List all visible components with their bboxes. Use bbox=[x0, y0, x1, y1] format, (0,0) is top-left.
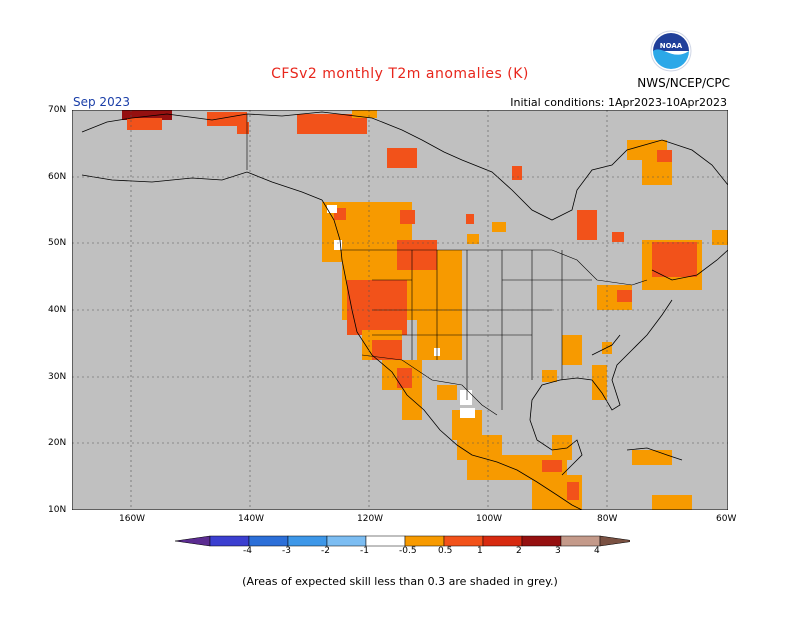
colorbar-cell bbox=[287, 535, 328, 547]
skill-footnote: (Areas of expected skill less than 0.3 a… bbox=[242, 575, 558, 588]
logo: NOAA bbox=[650, 30, 692, 72]
coastlines bbox=[81, 111, 728, 510]
anomaly-map bbox=[72, 110, 728, 510]
colorbar-cell bbox=[560, 535, 601, 547]
logo-text: NOAA bbox=[660, 42, 683, 50]
lat-label: 40N bbox=[48, 305, 67, 315]
colorbar-cell bbox=[599, 535, 630, 547]
colorbar-label: -0.5 bbox=[399, 546, 417, 556]
lon-label: 120W bbox=[357, 514, 384, 524]
colorbar-cell bbox=[365, 535, 406, 547]
colorbar-label: 3 bbox=[555, 546, 561, 556]
colorbar-label: -1 bbox=[360, 546, 369, 556]
colorbar bbox=[174, 535, 630, 547]
lat-label: 50N bbox=[48, 238, 67, 248]
lon-label: 60W bbox=[716, 514, 737, 524]
lon-label: 140W bbox=[238, 514, 265, 524]
lon-label: 80W bbox=[597, 514, 618, 524]
colorbar-cell bbox=[404, 535, 445, 547]
lon-label: 160W bbox=[119, 514, 146, 524]
lat-label: 70N bbox=[48, 105, 67, 115]
map-title: CFSv2 monthly T2m anomalies (K) bbox=[271, 66, 529, 82]
lon-label: 100W bbox=[476, 514, 503, 524]
colorbar-label: -2 bbox=[321, 546, 330, 556]
lat-label: 10N bbox=[48, 505, 67, 515]
colorbar-cell bbox=[174, 535, 211, 547]
colorbar-label: 1 bbox=[477, 546, 483, 556]
initial-conditions: Initial conditions: 1Apr2023-10Apr2023 bbox=[510, 96, 727, 109]
colorbar-cell bbox=[326, 535, 367, 547]
lat-label: 60N bbox=[48, 172, 67, 182]
colorbar-label: 4 bbox=[594, 546, 600, 556]
target-month: Sep 2023 bbox=[73, 95, 130, 109]
colorbar-cell bbox=[521, 535, 562, 547]
colorbar-cell bbox=[248, 535, 289, 547]
colorbar-label: 2 bbox=[516, 546, 522, 556]
agency-label: NWS/NCEP/CPC bbox=[637, 76, 730, 90]
lat-label: 20N bbox=[48, 438, 67, 448]
lat-label: 30N bbox=[48, 372, 67, 382]
colorbar-label: 0.5 bbox=[438, 546, 453, 556]
graticule bbox=[72, 110, 728, 510]
colorbar-label: -4 bbox=[243, 546, 252, 556]
colorbar-cell bbox=[482, 535, 523, 547]
colorbar-cell bbox=[443, 535, 484, 547]
colorbar-cell bbox=[209, 535, 250, 547]
colorbar-label: -3 bbox=[282, 546, 291, 556]
